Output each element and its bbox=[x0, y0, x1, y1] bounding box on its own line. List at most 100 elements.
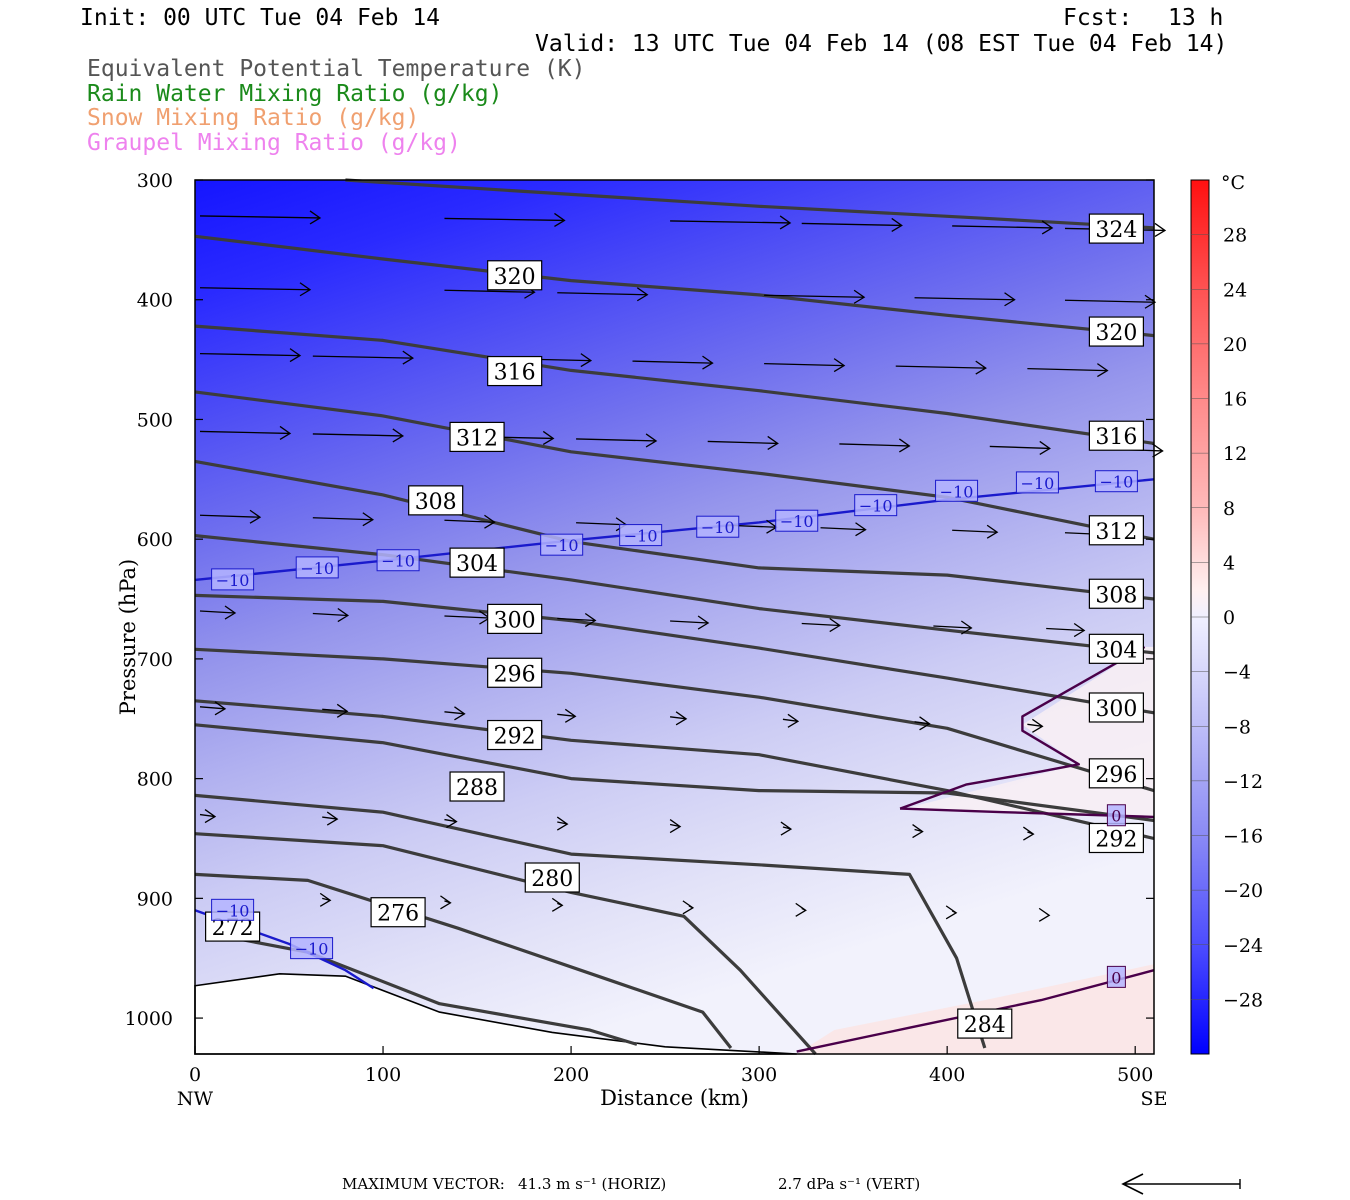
wind-vector bbox=[670, 711, 688, 726]
wind-vector bbox=[576, 433, 658, 448]
theta-e-label: 276 bbox=[377, 902, 419, 927]
theta-e-label-box bbox=[487, 355, 543, 387]
theta-e-label: 300 bbox=[1095, 697, 1137, 722]
wind-vector bbox=[199, 425, 292, 440]
theta-e-label: 308 bbox=[1095, 583, 1137, 608]
isotherm-label: −10 bbox=[545, 536, 579, 555]
theta-e-label: 316 bbox=[494, 361, 536, 386]
wind-vector bbox=[795, 902, 807, 917]
wind-vector bbox=[199, 509, 262, 524]
wind-vector bbox=[556, 816, 569, 831]
colorbar-tick-label: 24 bbox=[1223, 279, 1247, 301]
wind-vector bbox=[199, 282, 312, 297]
wind-vector bbox=[839, 438, 911, 453]
theta-e-line-320 bbox=[194, 234, 1155, 338]
x-tick-label: 500 bbox=[1117, 1064, 1153, 1086]
theta-e-label: 304 bbox=[456, 552, 498, 577]
theta-e-line-272 bbox=[213, 932, 638, 1046]
legend-title-1: Rain Water Mixing Ratio (g/kg) bbox=[87, 80, 503, 107]
wind-vector bbox=[312, 607, 350, 623]
isotherm-label-box bbox=[211, 568, 255, 591]
isotherm-line-0 bbox=[194, 478, 1155, 582]
y-tick-label: 300 bbox=[137, 170, 173, 192]
theta-e-label-box bbox=[487, 719, 543, 751]
theta-e-label: 312 bbox=[1095, 520, 1137, 545]
theta-e-label-box bbox=[1088, 316, 1144, 347]
wind-vectors bbox=[199, 210, 1167, 922]
theta-e-line-308 bbox=[194, 459, 1155, 601]
wind-vector bbox=[444, 706, 466, 721]
wind-vector bbox=[895, 360, 987, 375]
wind-vector bbox=[1038, 907, 1051, 922]
isotherm-label: −10 bbox=[216, 901, 250, 920]
theta-e-line-284 bbox=[194, 793, 987, 1049]
wind-vector bbox=[670, 215, 792, 230]
isotherm-label-box bbox=[290, 937, 334, 960]
theta-e-label: 280 bbox=[531, 867, 573, 892]
isotherm-label-box bbox=[295, 556, 339, 579]
isotherm-label-box bbox=[1094, 470, 1138, 493]
isotherm-label-box bbox=[1106, 965, 1126, 988]
wind-vector bbox=[322, 811, 339, 826]
theta-e-label: 312 bbox=[456, 426, 498, 451]
reference-vector-arrow bbox=[1121, 1173, 1241, 1195]
colorbar-tick-label: 16 bbox=[1223, 389, 1247, 411]
theta-e-line-304 bbox=[194, 534, 1155, 655]
isotherm-label-box bbox=[935, 479, 979, 502]
theta-e-label-box bbox=[487, 657, 543, 688]
wind-vector bbox=[782, 713, 800, 728]
theta-e-label-box bbox=[449, 547, 505, 578]
wind-vector bbox=[312, 428, 405, 443]
theta-e-label-box bbox=[449, 421, 505, 453]
wind-vector bbox=[199, 210, 322, 225]
theta-e-label: 292 bbox=[1095, 827, 1137, 852]
wind-vector bbox=[312, 350, 415, 365]
y-tick-label: 700 bbox=[137, 649, 173, 671]
x-end-label-right: SE bbox=[1141, 1088, 1168, 1110]
x-tick-label: 0 bbox=[189, 1064, 201, 1086]
theta-e-label-box bbox=[487, 260, 543, 291]
isotherm-label-box bbox=[619, 524, 663, 547]
isotherm-label: −10 bbox=[381, 552, 415, 571]
colorbar-tick-label: 28 bbox=[1223, 225, 1247, 247]
theta-e-label: 320 bbox=[494, 265, 536, 290]
wind-vector bbox=[322, 703, 349, 718]
theta-e-line-316 bbox=[194, 324, 1155, 445]
isotherm-label-box bbox=[211, 898, 255, 921]
x-axis-label: Distance (km) bbox=[600, 1086, 749, 1110]
theta-e-label: 296 bbox=[1095, 763, 1137, 788]
wind-vector bbox=[952, 524, 999, 539]
theta-e-line-296 bbox=[194, 647, 1155, 793]
isotherm-label: −10 bbox=[940, 482, 974, 501]
theta-e-label: 324 bbox=[1095, 218, 1137, 243]
theta-e-label-box bbox=[487, 603, 543, 634]
wind-vector bbox=[764, 289, 866, 304]
colorbar-tick-label: −4 bbox=[1223, 662, 1251, 684]
wind-vector bbox=[551, 897, 564, 912]
colorbar-tick-label: 12 bbox=[1223, 443, 1247, 465]
wind-vector bbox=[1027, 718, 1044, 733]
isotherm-label: −10 bbox=[624, 527, 658, 546]
wind-vector bbox=[764, 358, 846, 373]
wind-vector bbox=[1046, 622, 1086, 638]
theta-e-label: 308 bbox=[415, 490, 457, 515]
colorbar-tick-label: −20 bbox=[1223, 880, 1263, 902]
wind-vector bbox=[557, 708, 577, 723]
wind-vector bbox=[199, 809, 217, 824]
x-tick-label: 400 bbox=[929, 1064, 965, 1086]
theta-e-label-box bbox=[1088, 758, 1144, 789]
theta-e-label: 304 bbox=[1095, 638, 1137, 663]
isotherm-label: −10 bbox=[1021, 474, 1055, 493]
y-tick-label: 500 bbox=[137, 409, 173, 431]
isotherm-label: −10 bbox=[859, 497, 893, 516]
y-tick-label: 800 bbox=[137, 769, 173, 791]
colorbar-tick-label: −12 bbox=[1223, 771, 1263, 793]
x-tick-label: 200 bbox=[553, 1064, 589, 1086]
wind-vector bbox=[557, 287, 649, 302]
legend-title-2: Snow Mixing Ratio (g/kg) bbox=[87, 105, 420, 131]
theta-e-line-276 bbox=[194, 872, 733, 1049]
wind-vector bbox=[933, 620, 973, 635]
forecast-hour: 13 h bbox=[1168, 5, 1224, 31]
wind-vector bbox=[682, 900, 695, 915]
wind-vector bbox=[319, 892, 332, 907]
